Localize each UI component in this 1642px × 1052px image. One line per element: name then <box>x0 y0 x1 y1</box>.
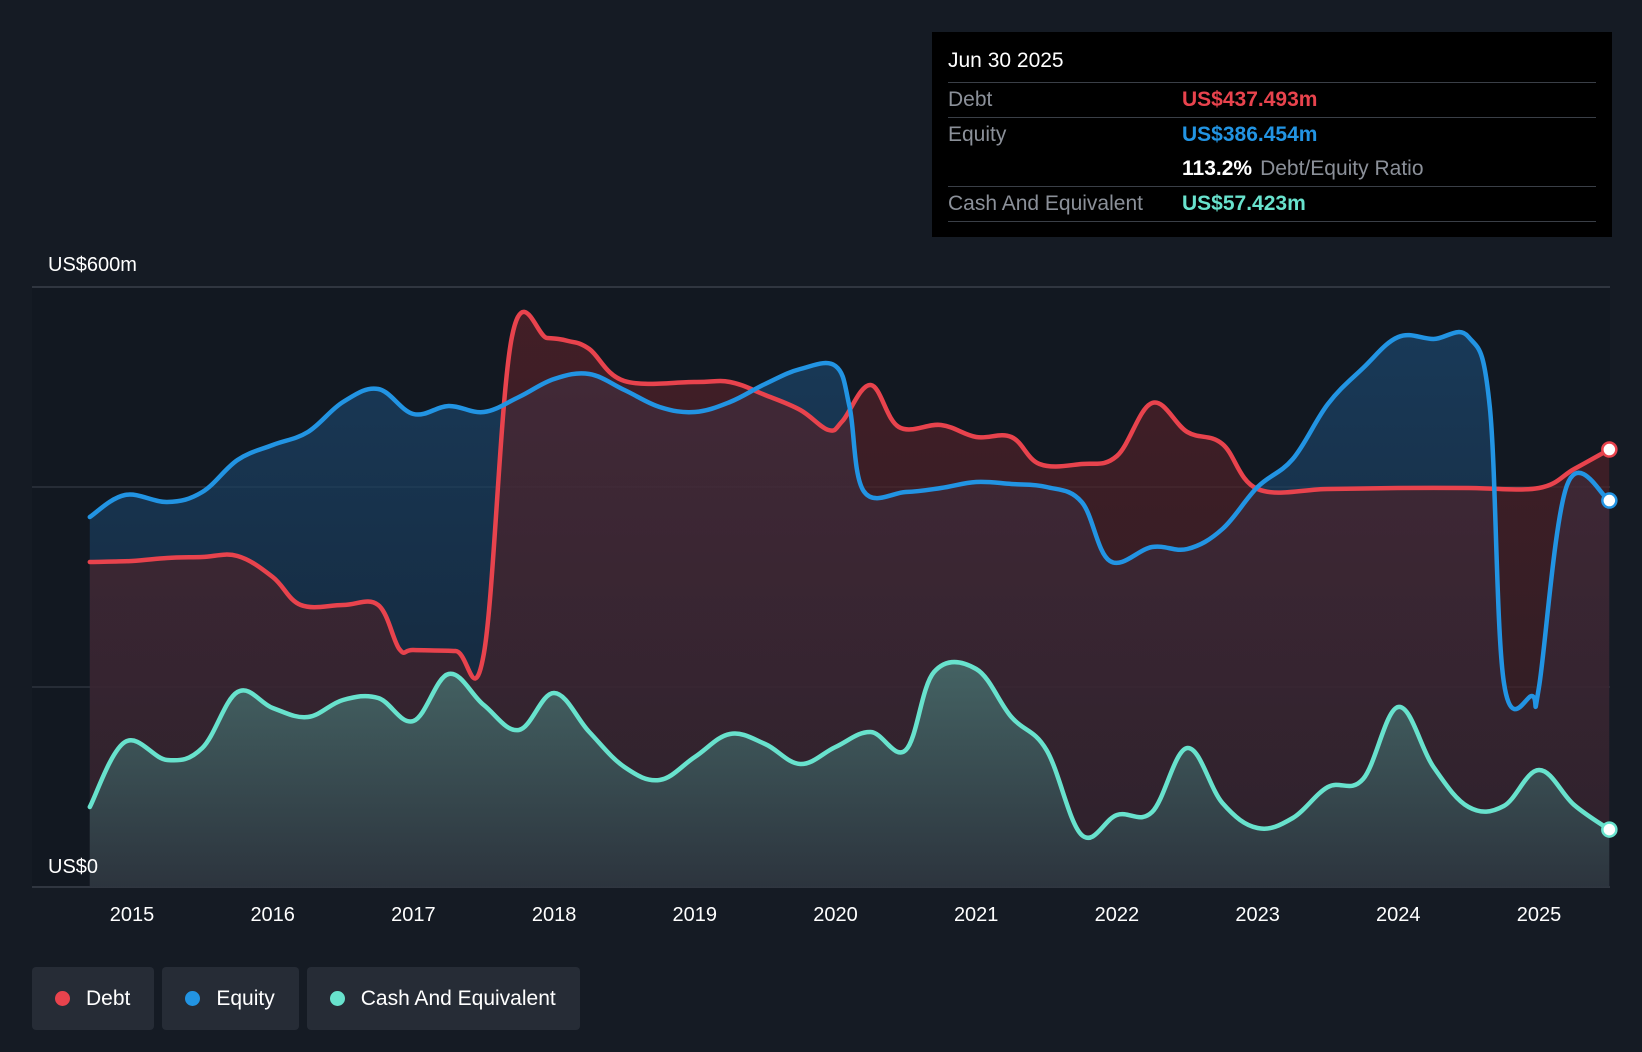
legend-item-cash[interactable]: Cash And Equivalent <box>306 967 580 1030</box>
end-marker-cash <box>1601 821 1618 838</box>
tooltip-date: Jun 30 2025 <box>948 49 1064 72</box>
y-tick-label-0: US$0 <box>48 856 98 878</box>
line-cash <box>87 659 1612 840</box>
y-tick-label-600: US$600m <box>48 254 137 276</box>
end-markers <box>1601 441 1618 838</box>
x-tick-label-2020: 2020 <box>813 904 858 926</box>
x-tick-label-2025: 2025 <box>1517 904 1562 926</box>
tooltip-debt-value: US$437.493m <box>1182 88 1318 111</box>
legend-label-equity: Equity <box>216 986 275 1010</box>
x-tick-label-2018: 2018 <box>532 904 577 926</box>
tooltip-cash-value: US$57.423m <box>1182 192 1306 215</box>
x-tick-label-2024: 2024 <box>1376 904 1421 926</box>
legend-dot-cash-icon <box>329 991 345 1006</box>
line-equity <box>87 329 1612 712</box>
x-tick-label-2022: 2022 <box>1095 904 1140 926</box>
end-marker-debt <box>1601 441 1618 458</box>
x-tick-label-2017: 2017 <box>391 904 436 926</box>
tooltip-cash-label: Cash And Equivalent <box>948 192 1143 215</box>
x-tick-label-2021: 2021 <box>954 904 999 926</box>
legend-dot-debt-icon <box>55 991 70 1006</box>
value-tooltip: Jun 30 2025 Debt US$437.493m Equity US$3… <box>932 32 1612 237</box>
tooltip-debt-label: Debt <box>948 88 993 111</box>
line-debt <box>87 309 1612 681</box>
tooltip-ratio-row: 113.2% Debt/Equity Ratio <box>948 152 1596 186</box>
tooltip-ratio-value: 113.2% <box>1182 157 1253 180</box>
area-cash <box>89 661 1610 887</box>
tooltip-cash-row: Cash And Equivalent US$57.423m <box>948 186 1596 222</box>
tooltip-equity-row: Equity US$386.454m <box>948 117 1596 152</box>
axis-labels: US$600m US$0 2015 2016 2017 2018 2019 2020 2021 2… <box>48 254 1561 926</box>
tooltip-debt-row: Debt US$437.493m <box>948 82 1596 117</box>
x-tick-label-2015: 2015 <box>110 904 155 926</box>
legend-item-equity[interactable]: Equity <box>162 967 299 1030</box>
end-marker-equity <box>1601 492 1618 509</box>
tooltip-equity-value: US$386.454m <box>1182 123 1318 146</box>
legend-label-debt: Debt <box>86 986 131 1010</box>
legend-label-cash: Cash And Equivalent <box>360 986 556 1010</box>
x-tick-label-2019: 2019 <box>673 904 718 926</box>
x-tick-label-2023: 2023 <box>1235 904 1280 926</box>
x-tick-label-2016: 2016 <box>250 904 295 926</box>
legend-item-debt[interactable]: Debt <box>32 967 155 1030</box>
tooltip-ratio-label: Debt/Equity Ratio <box>1260 157 1424 180</box>
tooltip-equity-label: Equity <box>948 123 1007 146</box>
chart-legend: Debt Equity Cash And Equivalent <box>32 967 580 1030</box>
legend-dot-equity-icon <box>185 991 201 1006</box>
line-layer <box>87 309 1612 840</box>
